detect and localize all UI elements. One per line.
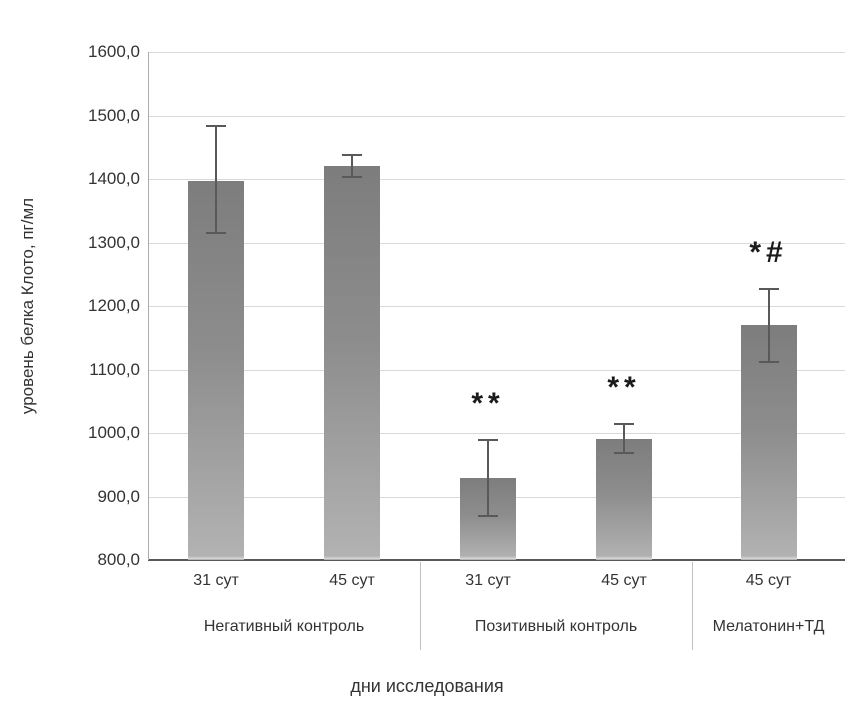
bar	[740, 325, 797, 560]
error-bar-cap-bottom	[478, 514, 498, 517]
y-tick-label: 1600,0	[88, 42, 140, 61]
x-axis-title: дни исследования	[350, 676, 504, 696]
error-bar-cap-bottom	[342, 175, 362, 178]
y-tick-label: 1200,0	[88, 296, 140, 315]
category-label: 45 сут	[601, 572, 647, 589]
error-bar-cap-top	[614, 422, 634, 425]
error-bar-cap-top	[342, 153, 362, 156]
error-bar-line	[767, 288, 770, 364]
gridline	[148, 242, 845, 244]
y-tick-label: 1300,0	[88, 232, 140, 252]
error-bar-line	[487, 439, 489, 517]
x-axis-line	[148, 559, 845, 561]
gridline	[148, 306, 845, 307]
significance-annotation: *#	[749, 236, 788, 270]
y-tick-label: 900,0	[97, 486, 140, 506]
y-tick-label: 1500,0	[88, 105, 140, 125]
category-label: 31 сут	[193, 572, 239, 589]
error-bar-cap-top	[478, 439, 498, 442]
y-tick-label: 800,0	[97, 550, 140, 569]
bar	[596, 438, 652, 560]
gridline	[148, 52, 845, 53]
error-bar-line	[215, 125, 217, 235]
y-tick-label: 1100,0	[89, 359, 140, 379]
y-axis-title: уровень белка Клото, пг/мл	[18, 197, 37, 415]
category-label: 45 сут	[745, 572, 792, 589]
y-tick-label: 1000,0	[88, 423, 140, 442]
bar	[324, 166, 380, 560]
y-tick-label: 1400,0	[88, 169, 140, 188]
error-bar-line	[351, 153, 353, 178]
group-separator	[420, 562, 421, 650]
error-bar-cap-bottom	[758, 361, 779, 364]
category-label: 31 сут	[465, 572, 511, 589]
gridline	[148, 179, 845, 180]
y-axis-line	[148, 52, 149, 560]
gridline	[148, 433, 845, 434]
gridline	[148, 369, 845, 371]
group-label: Позитивный контроль	[474, 618, 638, 635]
significance-annotation: **	[471, 387, 505, 421]
bar	[188, 180, 244, 560]
error-bar-cap-bottom	[206, 232, 226, 235]
category-label: 45 сут	[329, 572, 375, 589]
error-bar-cap-top	[206, 125, 226, 128]
group-separator	[692, 562, 693, 650]
gridline	[148, 115, 845, 117]
group-label: Мелатонин+ТД	[712, 618, 825, 635]
error-bar-line	[623, 422, 625, 454]
error-bar-cap-bottom	[614, 451, 634, 454]
error-bar-cap-top	[758, 288, 779, 291]
significance-annotation: **	[607, 370, 641, 404]
group-label: Негативный контроль	[203, 618, 365, 635]
